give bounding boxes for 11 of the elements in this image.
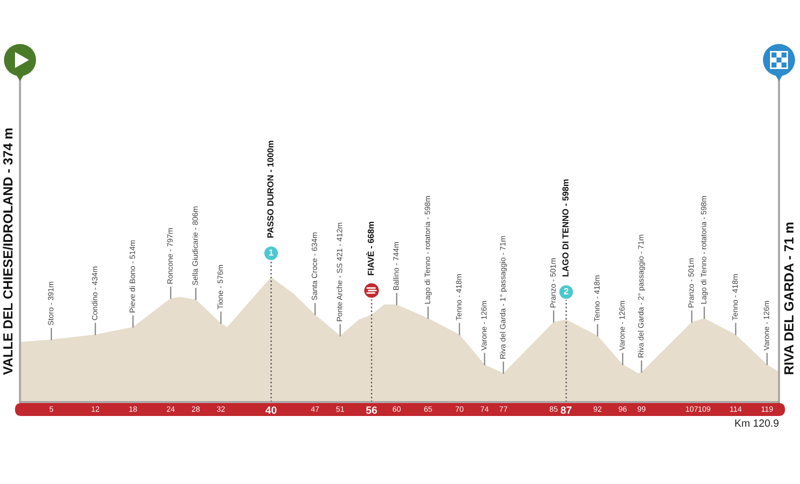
text: VALLE DEL CHIESE/IDROLAND - 374 m [2, 128, 13, 375]
x-tick-label: 87 [560, 406, 572, 414]
x-tick-label: 56 [366, 406, 377, 414]
annotation: 1 [269, 249, 274, 256]
x-tick-label: 40 [265, 406, 276, 414]
annotation: 2 [564, 288, 568, 294]
text: Km 120.9 [735, 419, 779, 427]
text: RIVA DEL GARDA - 71 m [784, 222, 794, 374]
annotation: LAGO DI TENNO - 598m [562, 179, 568, 276]
annotation: FIAVÈ - 668m [366, 222, 374, 276]
annotation: PASSO DURON - 1000m [267, 140, 274, 238]
